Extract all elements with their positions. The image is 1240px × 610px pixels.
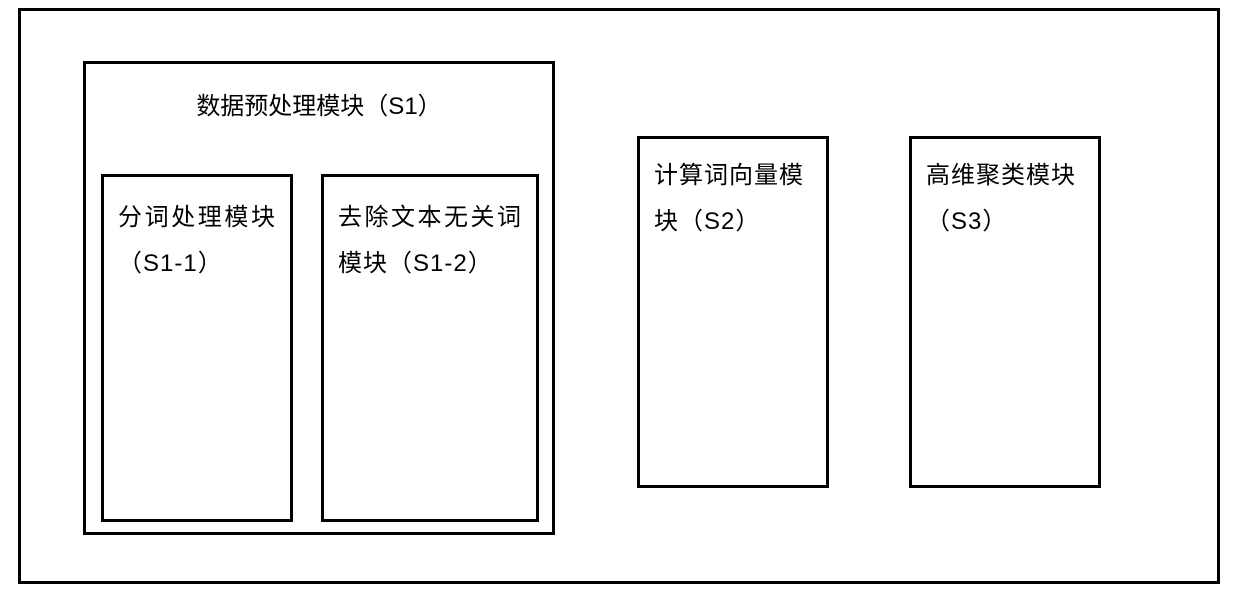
module-s2: 计算词向量模块（S2） [637, 136, 829, 488]
module-s1-2: 去除文本无关词模块（S1-2） [321, 174, 539, 522]
module-s1-2-label: 去除文本无关词模块（S1-2） [324, 177, 536, 304]
module-s3-label: 高维聚类模块（S3） [912, 139, 1098, 258]
module-s1-1: 分词处理模块（S1-1） [101, 174, 293, 522]
module-s1-title: 数据预处理模块（S1） [86, 86, 552, 121]
module-s1: 数据预处理模块（S1） 分词处理模块（S1-1） 去除文本无关词模块（S1-2） [83, 61, 555, 535]
outer-container: 数据预处理模块（S1） 分词处理模块（S1-1） 去除文本无关词模块（S1-2）… [18, 8, 1220, 584]
module-s2-label: 计算词向量模块（S2） [640, 139, 826, 258]
module-s1-1-label: 分词处理模块（S1-1） [104, 177, 290, 304]
module-s3: 高维聚类模块（S3） [909, 136, 1101, 488]
